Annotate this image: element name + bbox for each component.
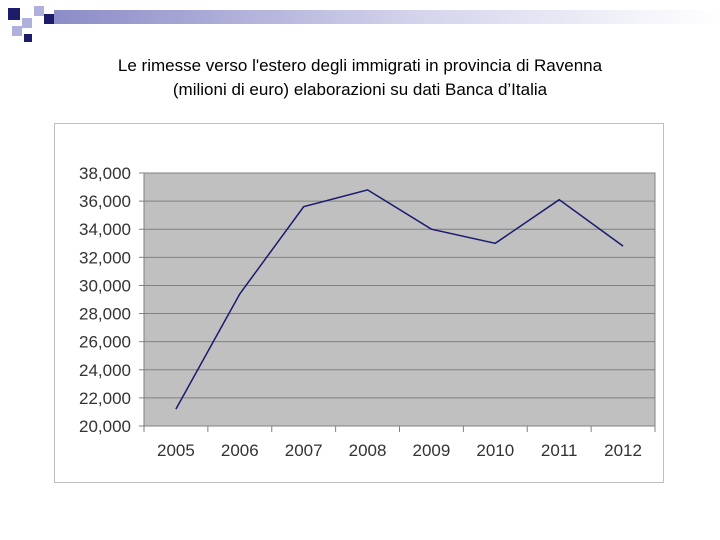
y-tick-label: 38,000: [79, 164, 131, 183]
x-tick-label: 2006: [221, 441, 259, 460]
y-tick-label: 36,000: [79, 192, 131, 211]
x-tick-label: 2009: [413, 441, 451, 460]
plot-area: [143, 172, 656, 427]
y-tick-label: 32,000: [79, 248, 131, 267]
y-tick-label: 26,000: [79, 333, 131, 352]
decoration-bar: [54, 10, 720, 24]
x-tick-label: 2011: [541, 441, 578, 460]
decoration-square: [24, 34, 32, 42]
chart-area: 20,000 22,000 24,000 26,000 28,000 30,000 32,0…: [54, 123, 664, 483]
series-line: [175, 189, 624, 410]
y-tick-label: 22,000: [79, 389, 131, 408]
x-tick-label: 2005: [157, 441, 195, 460]
y-tick-label: 20,000: [79, 417, 131, 436]
line-chart: 20,000 22,000 24,000 26,000 28,000 30,000 32,0…: [79, 164, 656, 460]
y-tick-label: 28,000: [79, 305, 131, 324]
x-tick-label: 2012: [604, 441, 642, 460]
decoration-square: [22, 18, 32, 28]
title-line-1: Le rimesse verso l'estero degli immigrat…: [117, 56, 603, 75]
decoration-square: [8, 8, 20, 20]
slide-title: Le rimesse verso l'estero degli immigrat…: [40, 54, 680, 102]
y-tick-label: 30,000: [79, 276, 131, 295]
x-tick-label: 2007: [285, 441, 323, 460]
header-decoration: [8, 6, 720, 42]
y-tick-label: 34,000: [79, 220, 131, 239]
decoration-square: [34, 6, 44, 16]
x-tick-label: 2008: [349, 441, 387, 460]
decoration-square: [12, 26, 22, 36]
decoration-square: [44, 14, 54, 24]
x-tick-label: 2010: [476, 441, 514, 460]
title-line-2: (milioni di euro) elaborazioni su dati B…: [172, 80, 548, 99]
y-tick-label: 24,000: [79, 361, 131, 380]
